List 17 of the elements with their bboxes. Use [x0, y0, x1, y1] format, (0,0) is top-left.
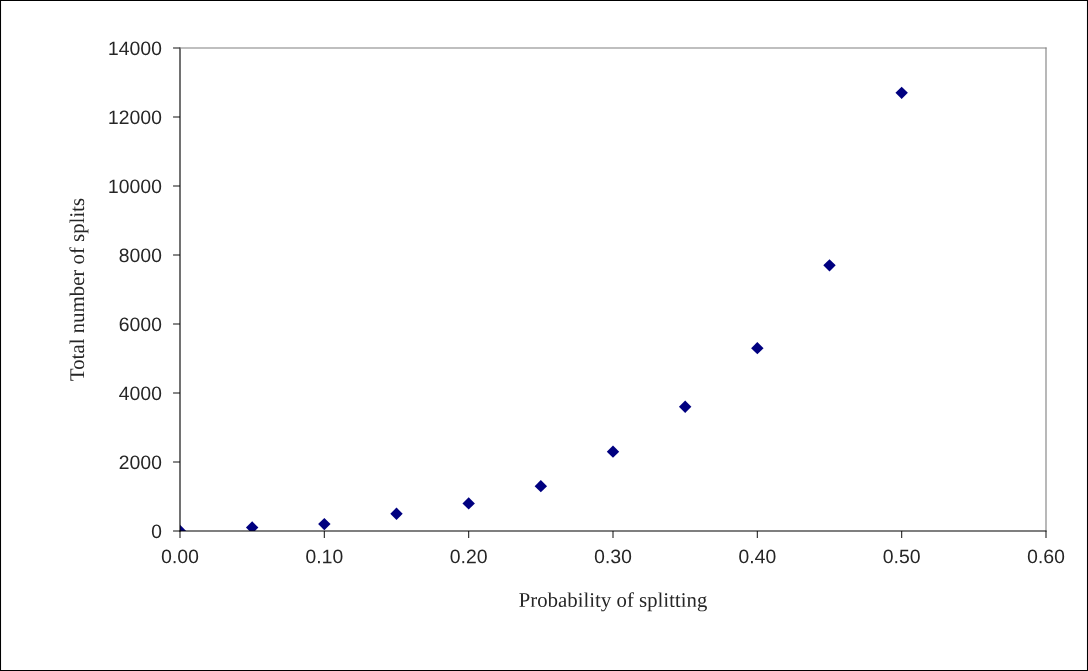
y-tick-label: 10000 [109, 179, 162, 194]
x-tick-label: 0.10 [306, 549, 343, 564]
x-tick-label: 0.40 [739, 549, 776, 564]
x-tick-label: 0.50 [883, 549, 920, 564]
y-tick-label: 14000 [109, 41, 162, 56]
y-axis-title: Total number of splits [69, 198, 89, 381]
x-tick-label: 0.30 [594, 549, 632, 564]
y-tick-label: 2000 [119, 455, 162, 470]
y-tick-label: 12000 [109, 110, 162, 125]
y-tick-label: 0 [151, 524, 162, 539]
x-tick-label: 0.00 [161, 549, 199, 564]
y-tick-label: 4000 [119, 386, 162, 401]
x-tick-label: 0.20 [450, 549, 487, 564]
x-tick-label: 0.60 [1027, 549, 1065, 564]
y-tick-label: 8000 [119, 248, 162, 263]
x-axis-title: Probability of splitting [519, 592, 707, 612]
y-tick-label: 6000 [119, 317, 162, 332]
